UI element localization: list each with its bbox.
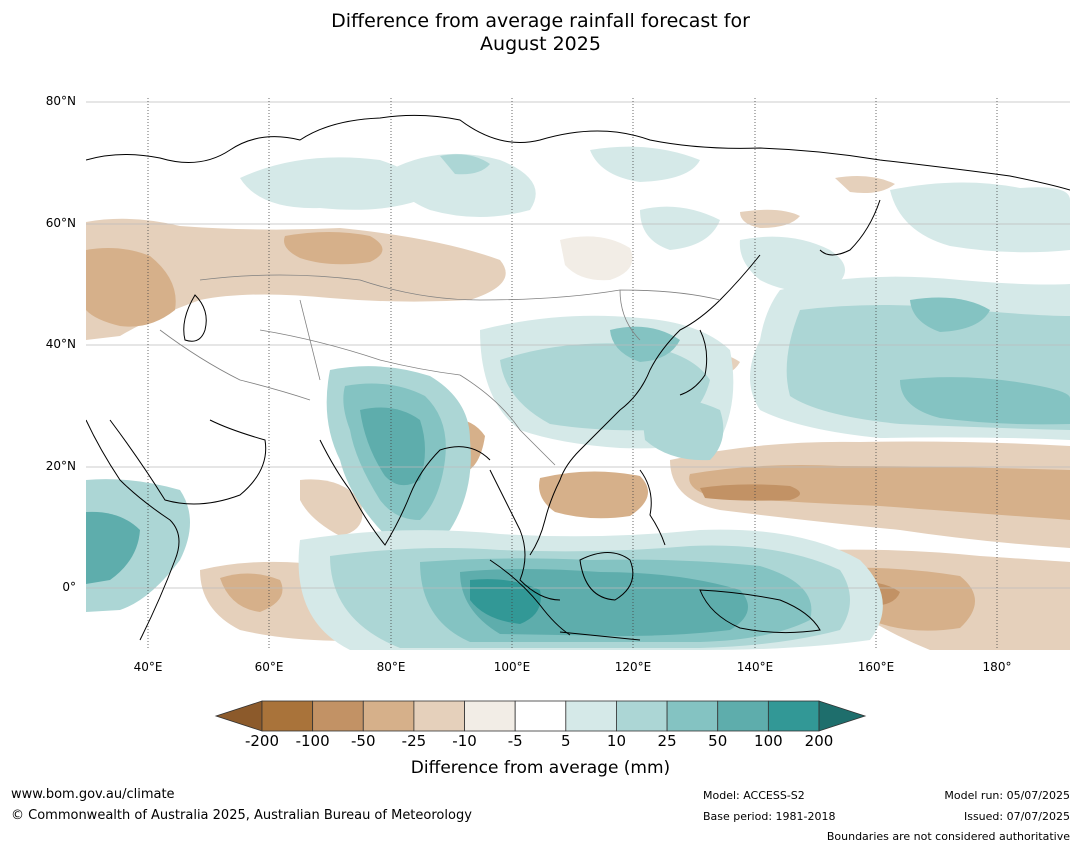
lon-label-140e: 140°E (736, 660, 774, 674)
colorbar-tick-label: 200 (804, 732, 834, 750)
wet-region-arctic-2-core (440, 154, 490, 175)
lon-label-160e: 160°E (857, 660, 895, 674)
wet-region-philippines (640, 397, 724, 461)
coastline-new-guinea (699, 589, 821, 634)
wet-region-east-asia-core (610, 326, 680, 362)
lon-label-80e: 80°E (376, 660, 406, 674)
dry-region-central-asia (284, 232, 383, 265)
colorbar-tick-label: -5 (507, 732, 523, 750)
wet-region-north-pacific-core2 (910, 297, 990, 332)
wet-region-bering (890, 182, 1070, 253)
wet-region-maritime-strong (460, 569, 748, 636)
boundaries-disclaimer: Boundaries are not considered authoritat… (826, 830, 1070, 843)
issued-date: Issued: 07/07/2025 (963, 810, 1070, 823)
copyright-notice: © Commonwealth of Australia 2025, Austra… (11, 808, 472, 823)
colorbar-cell (514, 700, 567, 732)
coastlines (86, 114, 1070, 641)
wet-anomaly-regions (86, 146, 1070, 650)
dry-region-arabian-sea (300, 479, 363, 536)
wet-region-africa-horn-core (86, 511, 140, 584)
dry-region-siberia (560, 236, 633, 281)
wet-region-siberia (640, 206, 720, 250)
colorbar-high-extend (818, 700, 867, 732)
colorbar-tick-label: -100 (295, 732, 330, 750)
coastline-arabia (109, 419, 267, 505)
colorbar-cell (565, 700, 617, 732)
colorbar-tick-label: 50 (708, 732, 728, 750)
coastline-east-asia (529, 254, 761, 556)
colorbar-tick-label: 100 (754, 732, 783, 750)
coastline-caspian (183, 294, 207, 342)
colorbar-cell (464, 700, 516, 732)
colorbar-tick-label: -50 (351, 732, 376, 750)
colorbar-cell (413, 700, 465, 732)
colorbar-cell (767, 700, 820, 732)
lat-label-80n: 80°N (45, 94, 76, 108)
colorbar-low-extend (214, 700, 263, 732)
lat-label-20n: 20°N (45, 459, 76, 473)
lon-label-180: 180° (982, 660, 1012, 674)
colorbar-cell (616, 700, 668, 732)
lat-label-equator: 0° (62, 580, 76, 594)
colorbar-tick-label: 25 (657, 732, 677, 750)
dry-region-pacific-north-core (700, 484, 800, 501)
colorbar-tick-label: -200 (244, 732, 280, 750)
meridians (147, 98, 998, 650)
lon-label-40e: 40°E (133, 660, 163, 674)
wet-region-okhotsk (739, 236, 845, 292)
dry-region-far-east (740, 209, 800, 228)
lon-label-120e: 120°E (614, 660, 652, 674)
wet-region-africa-horn (86, 479, 190, 612)
coastline-java (559, 631, 641, 641)
colorbar-tick-label: -25 (401, 732, 427, 750)
dry-region-indochina (539, 471, 648, 519)
coastline-borneo (579, 552, 634, 601)
coastline-kamchatka (819, 199, 881, 256)
colorbar-cell (666, 700, 719, 732)
rainfall-anomaly-map (86, 98, 1070, 650)
coastline-africa (86, 419, 180, 641)
dry-region-far-east-2 (835, 176, 895, 193)
dry-region-pacific-north-mid (689, 465, 1070, 520)
dry-region-west-asia (86, 218, 506, 340)
bom-website[interactable]: www.bom.gov.au/climate (11, 787, 175, 802)
map-title-line-2: August 2025 (480, 33, 601, 55)
lat-label-40n: 40°N (45, 337, 76, 351)
coastline-philippines (639, 469, 666, 546)
coastline-indochina (489, 469, 561, 601)
wet-region-arctic-2 (390, 153, 536, 217)
colorbar-label: Difference from average (mm) (410, 758, 671, 778)
model-name: Model: ACCESS-S2 (703, 789, 805, 802)
lon-label-60e: 60°E (254, 660, 284, 674)
coastline-india (319, 439, 491, 546)
lat-label-60n: 60°N (45, 216, 76, 230)
dry-region-west-asia-core (86, 248, 176, 327)
coastline-sumatra (489, 559, 571, 636)
colorbar-tick-label: 5 (561, 732, 571, 750)
colorbar-cell (362, 700, 415, 732)
gridlines (86, 101, 1070, 589)
wet-region-maritime-core (470, 579, 541, 624)
colorbar-tick-label: -10 (452, 732, 477, 750)
colorbar-tick-label: 10 (606, 732, 626, 750)
country-borders (159, 274, 721, 466)
model-run-date: Model run: 05/07/2025 (944, 789, 1070, 802)
coastline-arctic (86, 114, 1070, 191)
wet-region-arctic-3 (590, 146, 700, 182)
map-title-line-1: Difference from average rainfall forecas… (331, 10, 750, 32)
colorbar-cell (261, 700, 314, 732)
dry-region-indian-ocean-core (220, 573, 283, 612)
colorbar-cell (717, 700, 769, 732)
colorbar (214, 700, 867, 732)
wet-region-india-core (360, 407, 425, 486)
lon-label-100e: 100°E (493, 660, 531, 674)
coastline-japan (679, 329, 708, 396)
colorbar-cell (312, 700, 364, 732)
base-period: Base period: 1981-2018 (703, 810, 836, 823)
wet-region-north-pacific-core (900, 377, 1070, 425)
wet-region-arctic-1 (240, 157, 422, 210)
